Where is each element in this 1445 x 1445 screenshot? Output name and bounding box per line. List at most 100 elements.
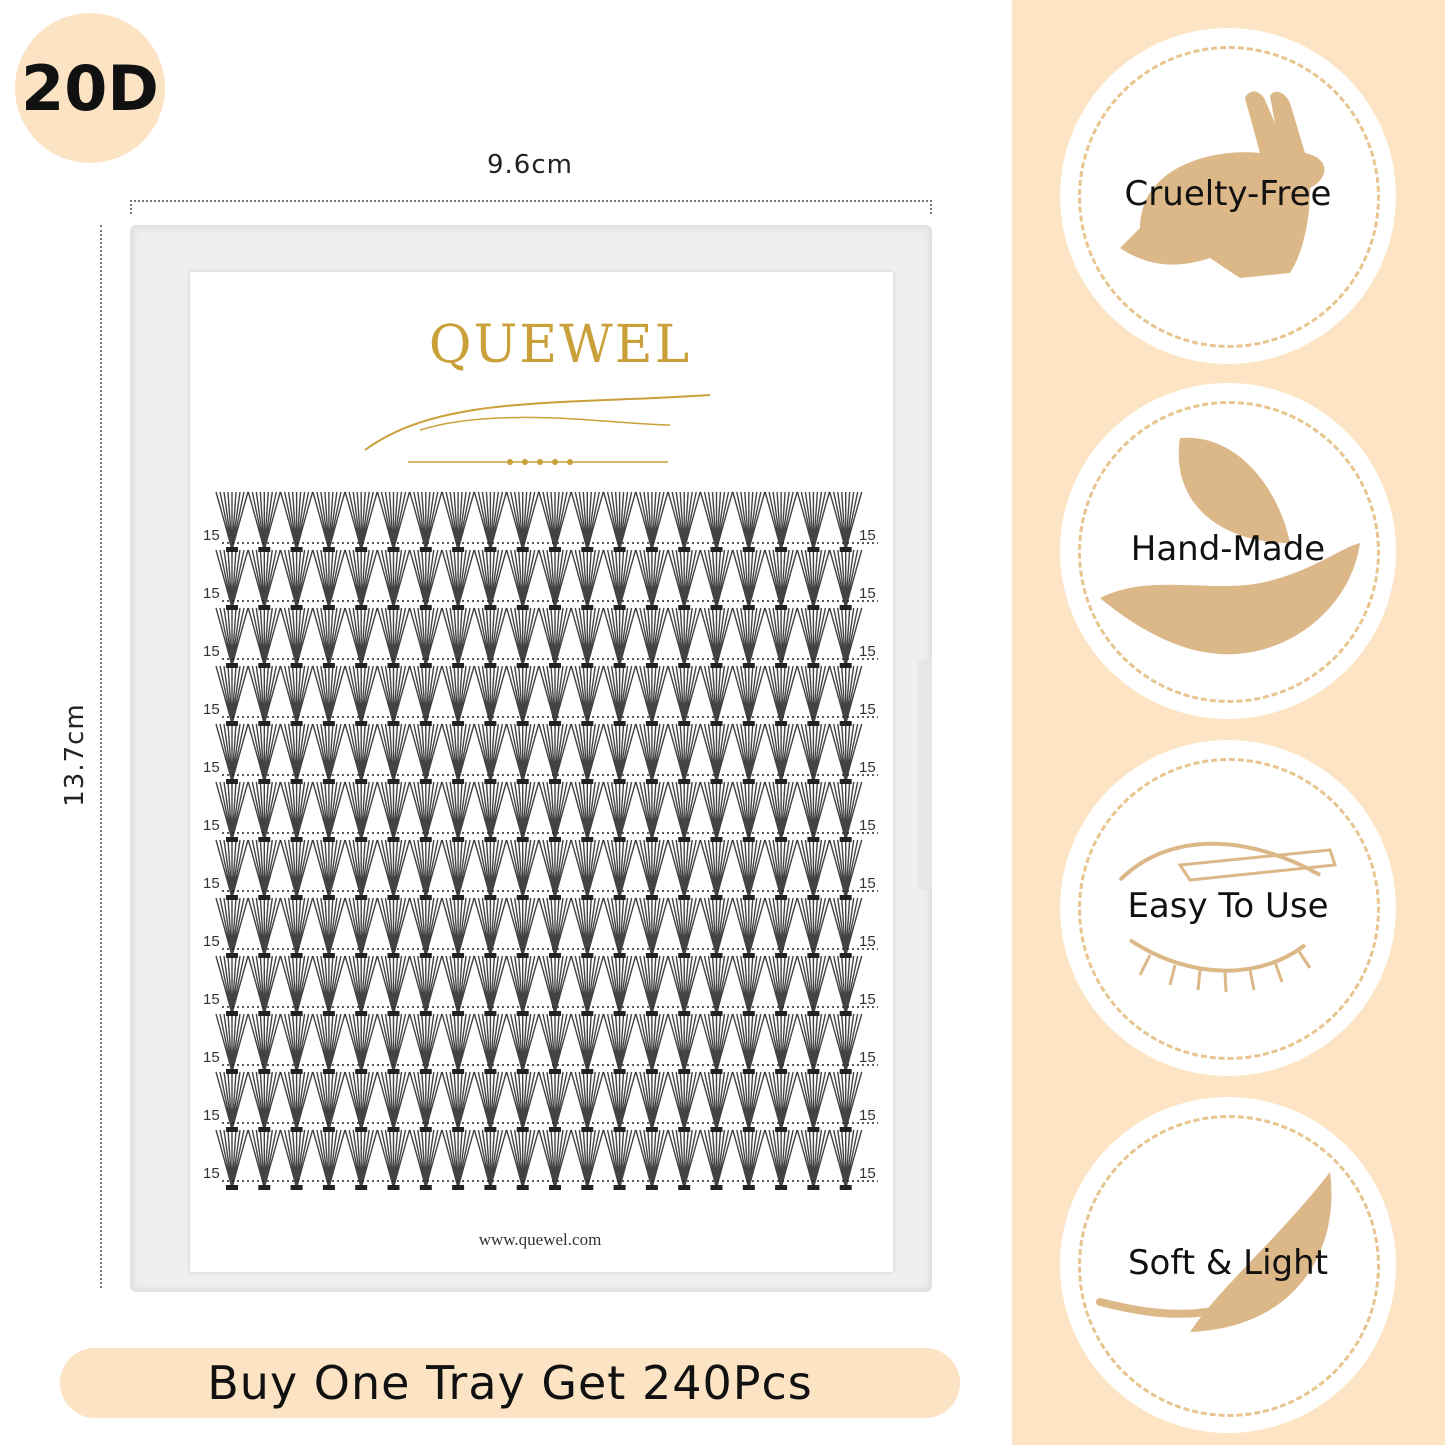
cluster-base xyxy=(839,721,852,726)
lash-cluster xyxy=(732,607,766,667)
lash-cluster xyxy=(699,1129,734,1189)
cluster-base xyxy=(484,1127,497,1132)
lash-cluster xyxy=(441,839,475,899)
lash-cluster xyxy=(279,549,314,609)
lash-cluster xyxy=(247,839,281,899)
lash-cluster xyxy=(635,1071,669,1131)
cluster-base xyxy=(355,1069,368,1074)
lash-cluster xyxy=(602,955,637,1015)
row-length-label-right: 15 xyxy=(859,817,876,834)
cluster-base xyxy=(452,721,465,726)
lash-cluster xyxy=(312,491,346,551)
cluster-base xyxy=(549,721,561,726)
cluster-base xyxy=(742,721,755,726)
cluster-base xyxy=(355,547,368,552)
lash-cluster xyxy=(506,607,540,667)
cluster-base xyxy=(678,663,691,668)
cluster-base xyxy=(484,1069,497,1074)
cluster-base xyxy=(839,1011,852,1016)
lash-cluster xyxy=(538,549,572,609)
cluster-base xyxy=(807,1185,820,1190)
lash-cluster xyxy=(473,897,508,957)
cluster-base xyxy=(710,1069,723,1074)
logo-swoosh xyxy=(364,394,711,465)
lash-cluster xyxy=(635,1129,669,1189)
lash-cluster xyxy=(829,955,863,1015)
lash-cluster xyxy=(732,955,766,1015)
cluster-base xyxy=(258,779,271,784)
cluster-base xyxy=(742,605,755,610)
feature-label: Cruelty-Free xyxy=(1124,174,1332,214)
lash-cluster xyxy=(409,549,443,609)
lash-cluster xyxy=(344,955,378,1015)
lash-cluster xyxy=(247,781,281,841)
cluster-base xyxy=(419,895,432,900)
cluster-base xyxy=(258,605,271,610)
lash-cluster xyxy=(764,897,798,957)
cluster-base xyxy=(775,1011,788,1016)
lash-cluster xyxy=(732,491,766,551)
cluster-base xyxy=(516,837,529,842)
cluster-base xyxy=(419,605,432,610)
lash-cluster xyxy=(312,1071,346,1131)
row-length-label-left: 15 xyxy=(203,1165,220,1182)
cluster-base xyxy=(807,953,820,958)
cluster-base xyxy=(484,547,497,552)
cluster-base xyxy=(710,779,723,784)
lash-cluster xyxy=(409,491,443,551)
cluster-base xyxy=(775,1069,788,1074)
cluster-base xyxy=(581,663,594,668)
cluster-base xyxy=(581,953,594,958)
lash-cluster xyxy=(215,955,249,1015)
cluster-base xyxy=(549,779,561,784)
cluster-base xyxy=(678,1127,691,1132)
cluster-base xyxy=(258,1185,271,1190)
cluster-base xyxy=(258,1011,271,1016)
cluster-base xyxy=(710,895,723,900)
row-length-label-right: 15 xyxy=(859,643,876,660)
cluster-base xyxy=(581,895,594,900)
cluster-base xyxy=(549,895,561,900)
cluster-base xyxy=(710,605,723,610)
cluster-base xyxy=(322,779,335,784)
lash-cluster xyxy=(344,491,378,551)
feature-soft-light: Soft & Light xyxy=(1060,1097,1396,1433)
lash-cluster xyxy=(506,897,540,957)
lash-cluster xyxy=(602,607,637,667)
cluster-base xyxy=(322,1011,335,1016)
cluster-base xyxy=(419,1069,432,1074)
lash-cluster xyxy=(732,723,766,783)
cluster-base xyxy=(775,605,788,610)
promo-text: Buy One Tray Get 240Pcs xyxy=(207,1356,813,1410)
lash-cluster xyxy=(538,781,572,841)
lash-cluster xyxy=(602,897,637,957)
cluster-base xyxy=(613,895,626,900)
cluster-base xyxy=(452,953,465,958)
brand-logo: QUEWEL xyxy=(428,315,692,375)
lash-cluster xyxy=(215,491,249,551)
cluster-base xyxy=(775,779,788,784)
lash-cluster xyxy=(667,839,701,899)
volume-label: 20D xyxy=(21,51,159,125)
lash-cluster xyxy=(764,665,798,725)
cluster-base xyxy=(258,1127,271,1132)
row-length-label-left: 15 xyxy=(203,643,220,660)
cluster-base xyxy=(645,663,658,668)
cluster-base xyxy=(387,1185,400,1190)
lash-cluster xyxy=(312,549,346,609)
lash-cluster xyxy=(538,491,572,551)
cluster-base xyxy=(645,895,658,900)
cluster-base xyxy=(710,1127,723,1132)
cluster-base xyxy=(290,895,303,900)
lash-cluster xyxy=(409,1129,443,1189)
lash-cluster xyxy=(829,607,863,667)
cluster-base xyxy=(710,663,723,668)
lash-cluster xyxy=(667,665,701,725)
lash-cluster xyxy=(409,955,443,1015)
lash-cluster xyxy=(247,897,281,957)
cluster-base xyxy=(581,547,594,552)
cluster-base xyxy=(742,895,755,900)
lash-cluster xyxy=(409,897,443,957)
lash-cluster xyxy=(376,1013,411,1073)
cluster-base xyxy=(742,1127,755,1132)
